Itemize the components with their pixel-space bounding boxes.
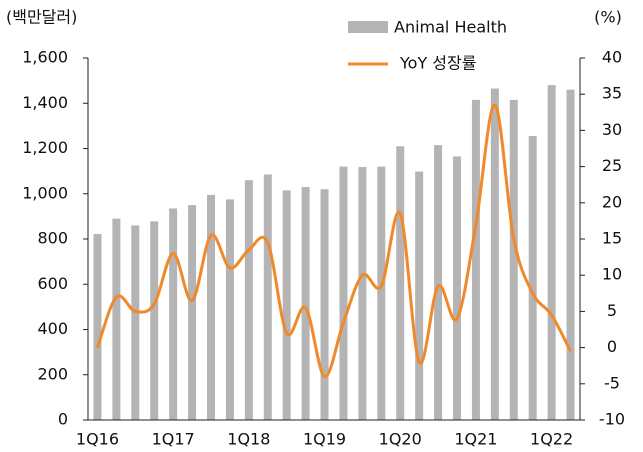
y2-tick-label: 15 <box>602 229 622 248</box>
x-tick-label: 1Q20 <box>379 430 422 449</box>
y2-tick-label: 10 <box>602 265 622 284</box>
bar <box>434 145 443 420</box>
bar <box>358 167 367 420</box>
y2-tick-label: 0 <box>607 337 617 356</box>
y2-unit-label: (%) <box>594 8 622 27</box>
y-tick-label: 1,000 <box>22 183 68 202</box>
bar <box>112 218 121 420</box>
bar <box>339 166 348 420</box>
bar <box>490 88 499 420</box>
line <box>96 103 572 379</box>
legend-label: Animal Health <box>394 18 507 37</box>
y-tick-label: 600 <box>37 274 68 293</box>
bar <box>377 166 386 420</box>
x-tick-label: 1Q19 <box>303 430 346 449</box>
x-tick-label: 1Q17 <box>152 430 195 449</box>
y-tick-label: 0 <box>58 410 68 429</box>
y-tick-label: 1,400 <box>22 93 68 112</box>
bar <box>471 99 480 420</box>
bar <box>169 208 178 420</box>
y-unit-label: (백만달러) <box>6 8 77 27</box>
bar <box>150 221 159 420</box>
y2-tick-label: 40 <box>602 48 622 67</box>
bar <box>131 225 140 420</box>
legend-label: YoY 성장률 <box>399 54 476 73</box>
y2-tick-label: 5 <box>607 301 617 320</box>
bar <box>566 89 575 421</box>
bar <box>320 189 329 420</box>
y-tick-label: 800 <box>37 229 68 248</box>
y2-tick-label: -5 <box>604 373 620 392</box>
bar <box>453 156 461 420</box>
y2-tick-label: 25 <box>602 156 622 175</box>
bar <box>188 205 197 420</box>
y-tick-label: 400 <box>37 319 68 338</box>
bar <box>93 234 102 420</box>
y-tick-label: 1,600 <box>22 48 68 67</box>
y2-tick-label: 20 <box>602 192 622 211</box>
bar <box>263 174 272 420</box>
y-tick-label: 200 <box>37 364 68 383</box>
bar <box>396 146 405 421</box>
bar <box>244 180 253 420</box>
bar <box>547 85 556 421</box>
legend-swatch <box>348 21 388 33</box>
bar <box>528 136 537 420</box>
bar <box>301 186 310 420</box>
y2-tick-label: 35 <box>602 84 622 103</box>
bar <box>415 171 424 420</box>
x-tick-label: 1Q21 <box>454 430 497 449</box>
y2-tick-label: 30 <box>602 120 622 139</box>
x-tick-label: 1Q22 <box>530 430 573 449</box>
x-tick-label: 1Q18 <box>227 430 270 449</box>
bar <box>282 190 291 420</box>
y2-tick-label: -10 <box>599 410 625 429</box>
x-tick-label: 1Q16 <box>76 430 119 449</box>
y-tick-label: 1,200 <box>22 138 68 157</box>
bar <box>225 199 234 420</box>
bar <box>207 194 215 420</box>
bar <box>509 99 518 420</box>
